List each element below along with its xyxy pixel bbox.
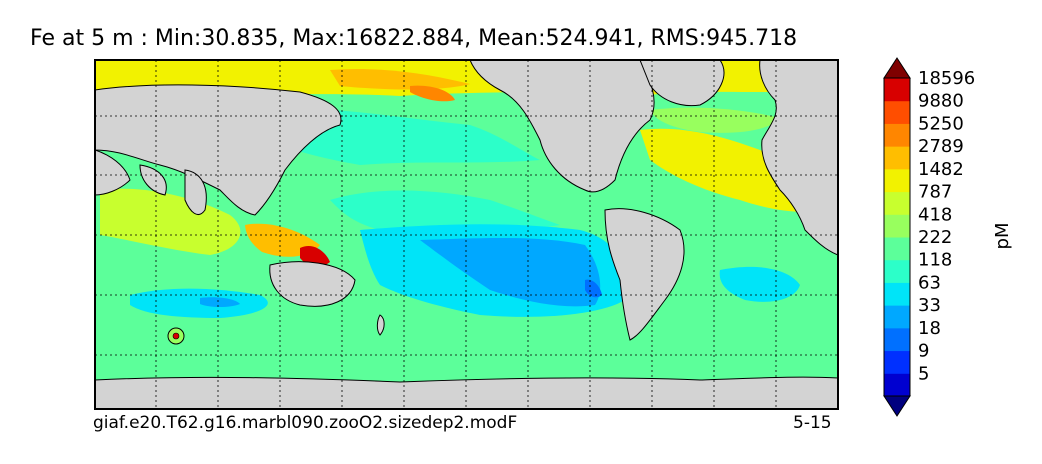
tropical-pacific-blue (420, 237, 601, 307)
colorbar-segment (884, 327, 910, 352)
colorbar-tick-label: 9 (918, 341, 929, 362)
colorbar-ticks: 5918336311822241878714822789525098801859… (918, 68, 975, 384)
plot-title: Fe at 5 m : Min:30.835, Max:16822.884, M… (30, 26, 798, 51)
colorbar-tick-label: 33 (918, 295, 941, 316)
colorbar-outline (883, 77, 911, 397)
grid-lines (95, 60, 838, 409)
land-india (184, 169, 207, 215)
indian-blue (200, 297, 240, 307)
arctic-orange-2 (410, 85, 455, 102)
land-newzealand (376, 314, 385, 336)
map-frame (94, 59, 839, 410)
colorbar-segment (884, 123, 910, 147)
colorbar-tick-label: 9880 (918, 91, 964, 112)
colorbar-segment (884, 191, 910, 215)
colorbar-tick-label: 418 (918, 204, 952, 225)
colorbar-tick-label: 18 (918, 318, 941, 339)
npac-cyan (330, 190, 560, 233)
colorbar-segment (884, 305, 910, 329)
land-south-america (604, 208, 685, 341)
kerguelen-center (172, 332, 180, 340)
colorbar-tick-label: 5250 (918, 113, 964, 134)
colorbar-segment (884, 350, 910, 374)
colorbar-segments (883, 57, 911, 417)
land-africa (95, 149, 131, 196)
land-arabia (139, 164, 167, 196)
colorbar-tick-label: 2789 (918, 136, 964, 157)
colorbar-segment (884, 100, 910, 124)
colorbar-segment (884, 373, 910, 397)
south-pacific-darkblue (585, 279, 602, 298)
case-name-label: giaf.e20.T62.g16.marbl090.zooO2.sizedep2… (93, 413, 518, 433)
colorbar-segment (884, 168, 910, 193)
satlantic-cyan (719, 266, 800, 302)
colorbar-tick-label: 63 (918, 272, 941, 293)
period-label: 5-15 (793, 413, 832, 433)
indian-cyan (130, 288, 268, 318)
colorbar-tick-label: 222 (918, 227, 952, 248)
land-europe-africa (759, 60, 838, 256)
colorbar-segment (884, 237, 910, 261)
land-north-america (469, 60, 655, 193)
colorbar-tick-label: 118 (918, 250, 952, 271)
colorbar-segment (884, 78, 910, 102)
colorbar-tick-label: 18596 (918, 68, 975, 89)
colorbar-segment (884, 259, 910, 283)
colorbar-tick-label: 787 (918, 182, 952, 203)
arctic-orange (330, 68, 470, 90)
colorbar-tick-label: 1482 (918, 159, 964, 180)
colorbar-unit-label: pM (992, 223, 1013, 250)
colorbar-extend-max (883, 57, 911, 79)
colorbar-extend-min (883, 395, 911, 417)
colorbar-tick-label: 5 (918, 363, 929, 384)
land-asia (95, 84, 342, 216)
land-greenland (639, 60, 725, 107)
colorbar-segment (884, 282, 910, 306)
colorbar-segment (884, 214, 910, 238)
colorbar-segment (884, 146, 910, 170)
atlantic-green (650, 107, 780, 133)
